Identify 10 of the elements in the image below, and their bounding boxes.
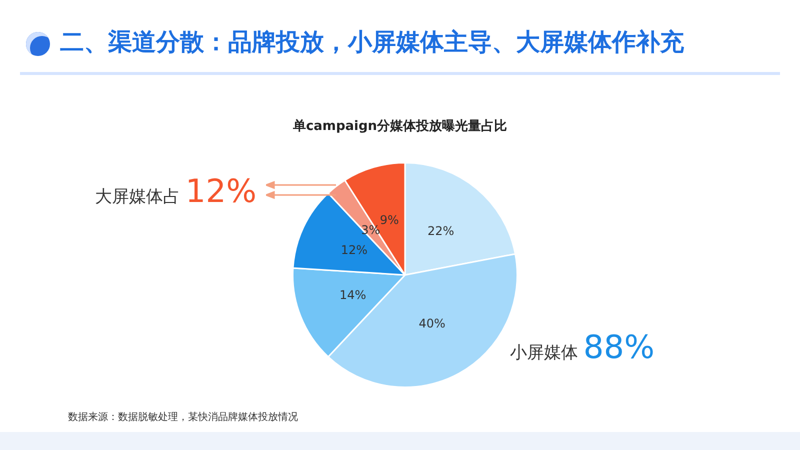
data-label: 12%	[340, 243, 368, 258]
data-label: 9%	[380, 213, 399, 228]
chart-subtitle: 二、渠道分散：品牌投放，小屏媒体主导、大屏媒体作补充	[60, 27, 684, 58]
data-label: 22%	[427, 224, 454, 238]
text: 大屏媒体占 12%	[95, 172, 257, 210]
data-label: 14%	[339, 288, 366, 302]
data-label: 40%	[418, 316, 446, 330]
text: 小屏媒体 88%	[510, 328, 655, 366]
source-note: 数据来源：数据脱敏处理，某快消品牌媒体投放情况	[68, 410, 298, 424]
chart-title: 单campaign分媒体投放曝光量占比	[292, 118, 508, 135]
